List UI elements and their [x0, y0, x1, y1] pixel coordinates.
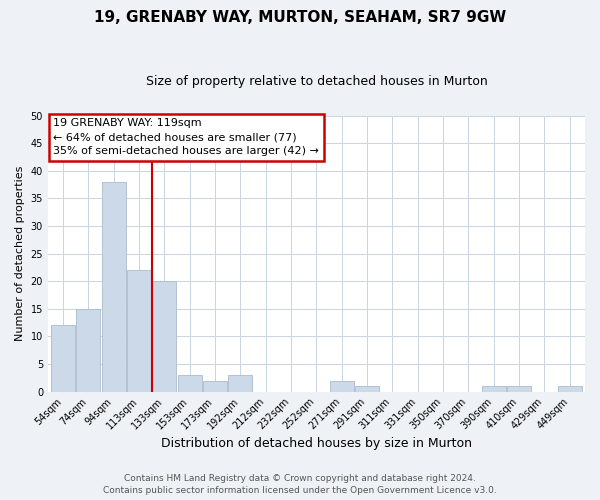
- Bar: [76, 309, 100, 392]
- Title: Size of property relative to detached houses in Murton: Size of property relative to detached ho…: [146, 75, 487, 88]
- Bar: [102, 182, 126, 392]
- Bar: [330, 380, 354, 392]
- Text: 19 GRENABY WAY: 119sqm
← 64% of detached houses are smaller (77)
35% of semi-det: 19 GRENABY WAY: 119sqm ← 64% of detached…: [53, 118, 319, 156]
- Bar: [203, 380, 227, 392]
- Text: Contains HM Land Registry data © Crown copyright and database right 2024.
Contai: Contains HM Land Registry data © Crown c…: [103, 474, 497, 495]
- Bar: [507, 386, 531, 392]
- X-axis label: Distribution of detached houses by size in Murton: Distribution of detached houses by size …: [161, 437, 472, 450]
- Bar: [229, 375, 253, 392]
- Bar: [355, 386, 379, 392]
- Text: 19, GRENABY WAY, MURTON, SEAHAM, SR7 9GW: 19, GRENABY WAY, MURTON, SEAHAM, SR7 9GW: [94, 10, 506, 25]
- Bar: [482, 386, 506, 392]
- Bar: [178, 375, 202, 392]
- Bar: [51, 326, 75, 392]
- Y-axis label: Number of detached properties: Number of detached properties: [15, 166, 25, 342]
- Bar: [558, 386, 582, 392]
- Bar: [127, 270, 151, 392]
- Bar: [152, 281, 176, 392]
